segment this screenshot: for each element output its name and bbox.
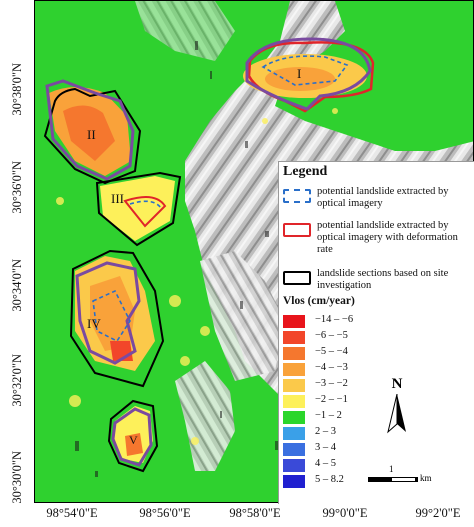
lon-label-5: 99°2'0"E <box>415 506 461 520</box>
vlos-class-label: 3 – 4 <box>315 442 336 453</box>
dashed-blue-swatch <box>283 189 311 203</box>
label-III: III <box>111 191 124 206</box>
vlos-color-swatch <box>283 315 305 328</box>
vlos-color-swatch <box>283 379 305 392</box>
vlos-class-row: 3 – 4 <box>283 442 403 457</box>
vlos-title: Vlos (cm/year) <box>283 295 355 307</box>
north-arrow-icon <box>387 394 406 434</box>
vlos-color-swatch <box>283 411 305 424</box>
vlos-class-row: −4 – −3 <box>283 362 403 377</box>
vlos-class-row: 5 – 8.2 <box>283 474 403 489</box>
vlos-color-swatch <box>283 395 305 408</box>
vlos-class-row: 2 – 3 <box>283 426 403 441</box>
vlos-class-row: −5 – −4 <box>283 346 403 361</box>
legend-label-optical: potential landslide extracted by optical… <box>317 186 449 209</box>
vlos-color-swatch <box>283 443 305 456</box>
landslide-II[interactable] <box>43 79 142 185</box>
lat-label-4: 30°32'0"N <box>9 353 24 407</box>
vlos-class-label: 4 – 5 <box>315 458 336 469</box>
deformation-scatter <box>56 108 338 445</box>
legend-label-site: landslide sections based on site investi… <box>317 268 449 291</box>
vlos-color-swatch <box>283 459 305 472</box>
legend-panel: Legend potential landslide extracted by … <box>278 161 474 504</box>
vlos-class-label: −2 – −1 <box>315 394 348 405</box>
landslide-I[interactable] <box>243 37 375 113</box>
vlos-color-swatch <box>283 363 305 376</box>
lat-label-5: 30°30'0"N <box>9 450 24 504</box>
lat-label-1: 30°38'0"N <box>9 62 24 116</box>
vlos-class-row: −6 – −5 <box>283 330 403 345</box>
vlos-color-swatch <box>283 331 305 344</box>
vlos-color-swatch <box>283 347 305 360</box>
terrain-north <box>135 1 235 61</box>
vlos-class-label: 5 – 8.2 <box>315 474 344 485</box>
lon-label-4: 99°0'0"E <box>322 506 368 520</box>
solid-black-swatch <box>283 271 311 285</box>
vlos-class-label: −6 – −5 <box>315 330 348 341</box>
scale-segment-1 <box>368 477 391 482</box>
landslide-IV[interactable] <box>69 249 165 388</box>
vlos-color-swatch <box>283 427 305 440</box>
label-V: V <box>129 433 138 447</box>
lat-label-2: 30°36'0"N <box>9 160 24 214</box>
vlos-class-row: 4 – 5 <box>283 458 403 473</box>
label-I: I <box>297 66 302 81</box>
vlos-class-label: 2 – 3 <box>315 426 336 437</box>
vlos-class-label: −4 – −3 <box>315 362 348 373</box>
vlos-class-label: −14 – −6 <box>315 314 354 325</box>
label-IV: IV <box>87 316 101 331</box>
vlos-class-label: −1 – 2 <box>315 410 342 421</box>
lat-label-3: 30°34'0"N <box>9 258 24 312</box>
legend-title: Legend <box>283 164 328 179</box>
scale-unit: km <box>420 473 432 483</box>
vlos-class-row: −1 – 2 <box>283 410 403 425</box>
landslide-III[interactable] <box>95 171 182 247</box>
vlos-color-swatch <box>283 475 305 488</box>
vlos-class-row: −2 – −1 <box>283 394 403 409</box>
north-letter: N <box>391 376 403 392</box>
vlos-class-row: −3 – −2 <box>283 378 403 393</box>
scale-bar: 1 km <box>368 464 458 486</box>
lon-label-3: 98°58'0"E <box>229 506 281 520</box>
landslide-V[interactable] <box>107 399 159 473</box>
label-II: II <box>87 127 96 142</box>
vlos-class-row: −14 – −6 <box>283 314 403 329</box>
solid-red-swatch <box>283 223 311 237</box>
terrain-ridge-south <box>175 361 235 471</box>
scale-value: 1 <box>389 464 394 474</box>
north-arrow: N <box>386 376 408 434</box>
terrain-ridge <box>200 251 285 381</box>
scale-segment-end <box>416 477 418 482</box>
scale-segment-2 <box>391 477 416 482</box>
lon-label-2: 98°56'0"E <box>139 506 191 520</box>
vlos-class-label: −5 – −4 <box>315 346 348 357</box>
legend-label-deformation: potential landslide extracted by optical… <box>317 220 458 255</box>
lon-label-1: 98°54'0"E <box>46 506 98 520</box>
vlos-class-label: −3 – −2 <box>315 378 348 389</box>
